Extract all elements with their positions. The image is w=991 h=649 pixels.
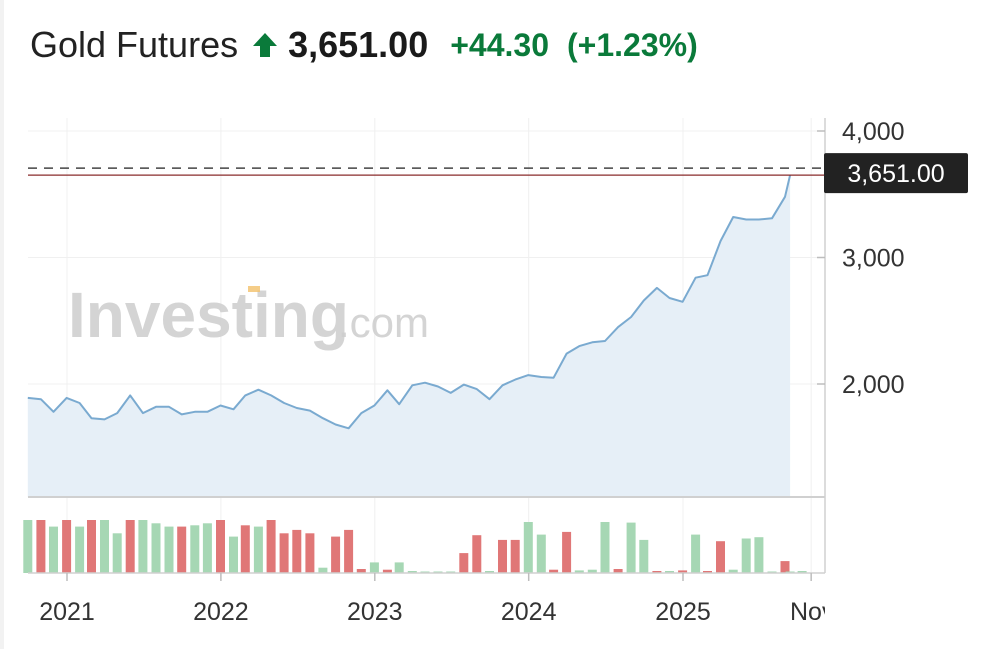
- volume-bar-41: [549, 569, 559, 573]
- volume-bar-44: [587, 569, 597, 573]
- x-tick-label-1: 2022: [193, 598, 249, 626]
- y-tick-label-1: 3,000: [842, 245, 905, 273]
- watermark-suffix: .com: [338, 299, 429, 346]
- y-tick-label-2: 4,000: [842, 118, 905, 146]
- volume-bar-15: [216, 520, 225, 573]
- volume-bar-5: [87, 520, 96, 573]
- volume-bar-30: [407, 571, 417, 573]
- volume-bar-47: [626, 522, 636, 573]
- volume-bar-57: [754, 537, 764, 573]
- volume-bar-40: [536, 534, 546, 573]
- volume-bar-6: [100, 520, 109, 573]
- volume-bar-17: [240, 525, 250, 573]
- price-change-percent: (+1.23%): [567, 26, 698, 63]
- volume-bar-61: [797, 571, 807, 573]
- volume-bar-59: [780, 561, 790, 573]
- reference-lines: [28, 167, 825, 176]
- volume-bar-21: [292, 529, 302, 573]
- volume-bar-1: [36, 520, 46, 573]
- arrow-up-icon: [252, 32, 278, 58]
- volume-bar-42: [562, 531, 572, 573]
- quote-header: Gold Futures 3,651.00 +44.30 (+1.23%): [30, 20, 698, 70]
- volume-bar-25: [344, 529, 354, 573]
- volume-bar-56: [741, 538, 751, 573]
- volume-bar-52: [691, 534, 701, 573]
- volume-bar-35: [472, 535, 482, 573]
- volume-bar-0: [23, 520, 33, 573]
- y-axis-labels: 2,000 3,000 4,000: [842, 118, 905, 399]
- left-edge: [0, 0, 4, 649]
- x-tick-label-2: 2023: [347, 598, 403, 626]
- volume-bar-10: [151, 523, 161, 573]
- volume-bar-27: [369, 562, 379, 573]
- volume-bar-2: [49, 526, 58, 573]
- volume-bar-11: [164, 526, 174, 573]
- y-tick-label-0: 2,000: [842, 371, 905, 399]
- volume-bar-53: [703, 571, 712, 573]
- volume-bar-8: [125, 520, 135, 573]
- volume-bar-4: [75, 526, 85, 573]
- volume-bar-14: [202, 523, 212, 573]
- axes: [28, 118, 826, 581]
- volume-bar-19: [266, 520, 276, 573]
- volume-bar-24: [331, 536, 341, 573]
- volume-bar-54: [716, 541, 725, 573]
- volume-bar-39: [523, 522, 533, 573]
- volume-bar-46: [613, 569, 623, 573]
- watermark-brand: Investing: [68, 279, 349, 351]
- x-axis-labels: 2021 2022 2023 2024 2025 Nov: [39, 598, 835, 626]
- volume-bar-18: [253, 526, 263, 573]
- volume-bar-38: [510, 539, 520, 573]
- volume-bar-23: [318, 567, 328, 573]
- volume-bar-7: [112, 533, 122, 574]
- volume-bar-3: [62, 520, 72, 573]
- volume-bar-36: [485, 571, 494, 573]
- instrument-title: Gold Futures: [30, 24, 239, 65]
- last-price-badge: 3,651.00: [824, 153, 968, 194]
- last-price: 3,651.00: [288, 24, 429, 65]
- volume-bar-12: [177, 526, 187, 573]
- volume-bar-16: [229, 536, 238, 573]
- volume-bar-45: [600, 522, 610, 573]
- volume-bar-29: [394, 562, 404, 573]
- x-tick-label-0: 2021: [39, 598, 95, 626]
- price-line: [27, 174, 792, 430]
- watermark-accent: [248, 286, 260, 292]
- last-price-badge-bg: [824, 153, 968, 194]
- volume-bar-34: [459, 553, 469, 573]
- volume-bar-28: [382, 569, 392, 573]
- volume-bar-49: [652, 571, 662, 573]
- volume-bar-9: [138, 520, 148, 573]
- volume-bar-13: [190, 525, 200, 573]
- x-tick-label-5: Nov: [790, 598, 835, 626]
- last-price-badge-label: 3,651.00: [847, 160, 944, 188]
- price-area-fill: [27, 175, 791, 497]
- volume-bars: [23, 520, 807, 574]
- volume-bar-50: [665, 571, 674, 573]
- volume-bar-55: [728, 569, 738, 573]
- x-tick-label-4: 2025: [655, 598, 711, 626]
- volume-bar-51: [678, 570, 688, 574]
- volume-bar-37: [498, 539, 507, 573]
- volume-bar-22: [305, 533, 315, 574]
- volume-bar-48: [639, 539, 649, 573]
- price-change: +44.30: [450, 26, 549, 63]
- price-area: [27, 174, 792, 497]
- x-tick-label-3: 2024: [501, 598, 557, 626]
- volume-bar-26: [356, 569, 366, 573]
- volume-bar-43: [574, 570, 584, 574]
- watermark-logo: Investing .com: [68, 279, 429, 351]
- volume-bar-20: [279, 533, 289, 574]
